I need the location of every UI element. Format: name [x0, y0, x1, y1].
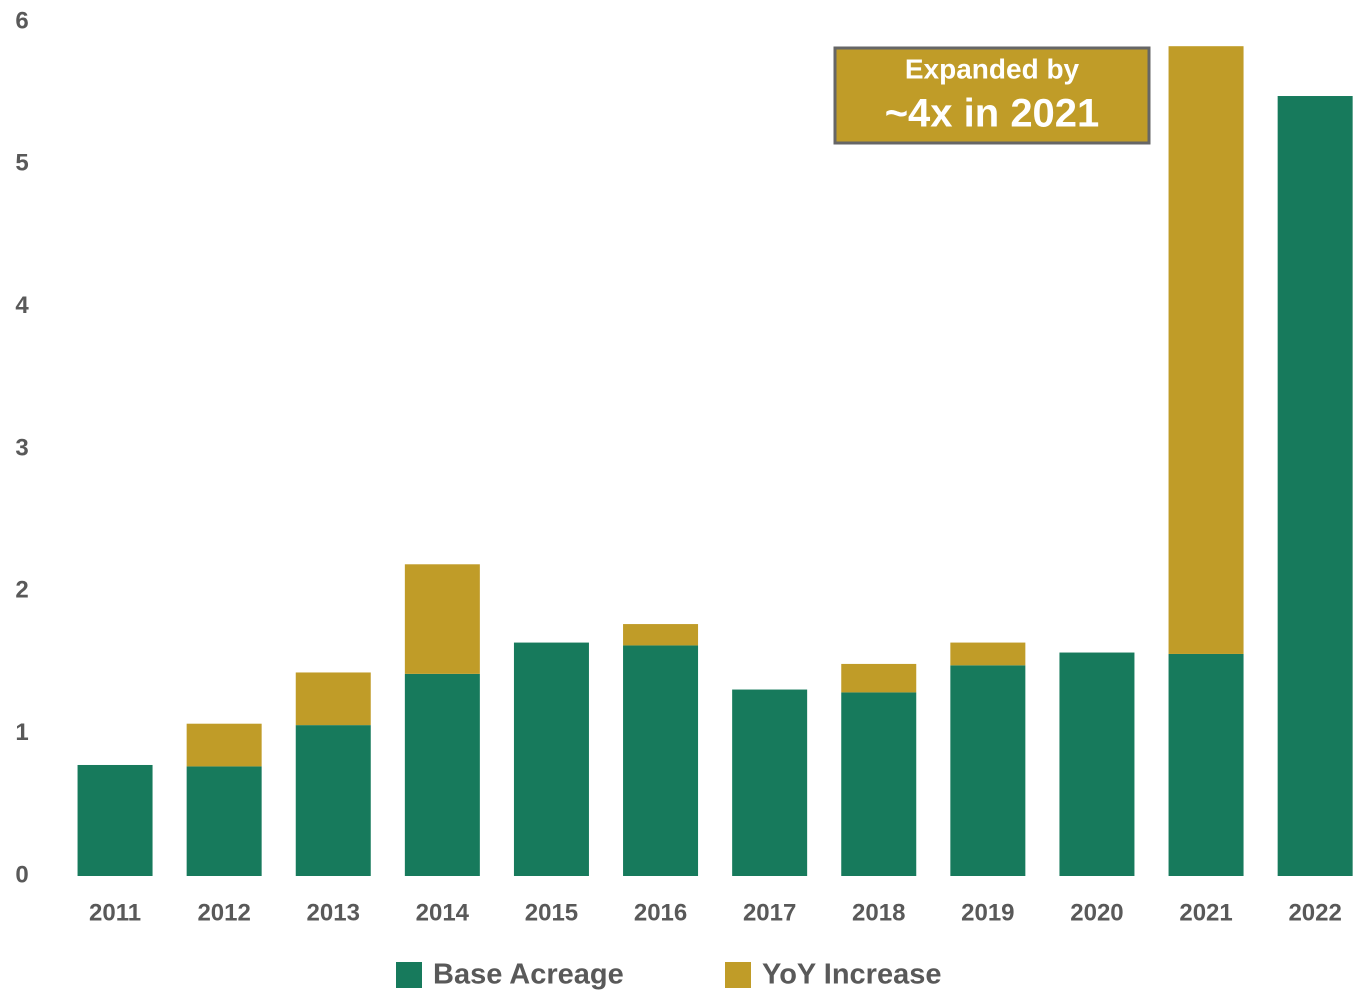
annotation-box [833, 46, 1151, 145]
bar-segment [295, 672, 371, 726]
bar-segment [295, 725, 371, 876]
x-tick-label: 2016 [634, 899, 687, 926]
x-tick-label: 2018 [852, 899, 905, 926]
x-tick-label: 2017 [743, 899, 796, 926]
legend-swatch [725, 962, 751, 988]
bar-segment [1168, 46, 1244, 654]
x-tick-label: 2011 [89, 899, 141, 926]
bar-segment [950, 642, 1026, 666]
y-tick-label: 6 [15, 7, 28, 34]
y-tick-label: 1 [15, 719, 28, 746]
y-tick-label: 4 [15, 292, 29, 319]
x-tick-label: 2022 [1288, 899, 1341, 926]
bar-segment [404, 673, 480, 876]
bar-segment [950, 665, 1026, 876]
x-tick-label: 2019 [961, 899, 1014, 926]
annotation-line: Expanded by [905, 53, 1080, 84]
x-tick-label: 2014 [416, 899, 470, 926]
x-tick-label: 2015 [525, 899, 578, 926]
bar-segment [186, 766, 262, 876]
bar-segment [1277, 96, 1353, 877]
x-tick-label: 2012 [197, 899, 250, 926]
x-tick-label: 2013 [307, 899, 360, 926]
bar-segment [513, 642, 589, 876]
bar-segment [841, 692, 917, 876]
legend-swatch [396, 962, 422, 988]
bar-segment [186, 723, 262, 767]
y-tick-label: 0 [15, 861, 28, 888]
bar-segment [623, 624, 699, 646]
x-tick-label: 2020 [1070, 899, 1123, 926]
bar-segment [404, 564, 480, 674]
bar-segment [841, 663, 917, 693]
y-tick-label: 3 [15, 434, 28, 461]
bar-segment [1059, 652, 1135, 876]
x-tick-label: 2021 [1179, 899, 1232, 926]
legend-label: YoY Increase [762, 959, 941, 991]
legend-label: Base Acreage [433, 959, 624, 991]
bar-segment [623, 645, 699, 876]
y-tick-label: 2 [15, 577, 28, 604]
y-tick-label: 5 [15, 150, 28, 177]
bar-segment [77, 764, 153, 876]
annotation-line: ~4x in 2021 [885, 92, 1100, 136]
bar-segment [1168, 653, 1244, 876]
bar-segment [732, 689, 808, 876]
